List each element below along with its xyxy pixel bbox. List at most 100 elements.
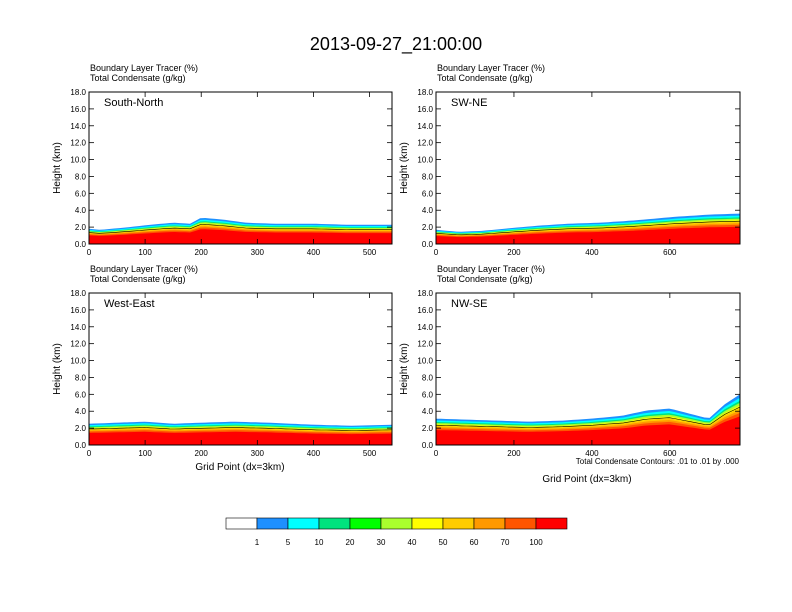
panel4-xlabel: Grid Point (dx=3km) — [542, 474, 631, 485]
y-tick-label: 18.0 — [417, 88, 433, 97]
x-tick-label: 200 — [507, 449, 521, 458]
y-tick-label: 12.0 — [417, 139, 433, 148]
y-tick-label: 16.0 — [417, 105, 433, 114]
tracer-band-8 — [436, 226, 740, 244]
x-tick-label: 200 — [507, 248, 521, 257]
x-tick-label: 300 — [251, 449, 265, 458]
colorbar-label: 100 — [529, 538, 543, 547]
panel-frame — [88, 91, 393, 245]
y-tick-label: 18.0 — [70, 289, 86, 298]
y-tick-label: 14.0 — [417, 323, 433, 332]
colorbar-label: 1 — [255, 538, 260, 547]
y-tick-label: 4.0 — [422, 206, 434, 215]
contour-note: Total Condensate Contours: .01 to .01 by… — [576, 457, 740, 466]
panel2-header-line2: Total Condensate (g/kg) — [437, 73, 533, 83]
x-tick-label: 300 — [251, 248, 265, 257]
y-tick-label: 2.0 — [422, 223, 434, 232]
x-tick-label: 100 — [138, 449, 152, 458]
y-tick-label: 0.0 — [75, 441, 87, 450]
x-tick-label: 0 — [87, 449, 92, 458]
y-tick-label: 4.0 — [422, 407, 434, 416]
condensate-contour — [89, 427, 392, 431]
panel-label: West-East — [104, 298, 155, 310]
y-tick-label: 10.0 — [417, 156, 433, 165]
y-tick-label: 0.0 — [422, 240, 434, 249]
panel-1: South-North 0.0 2.0 4.0 6.0 8.0 10.0 12.0 14.0 16… — [70, 88, 393, 257]
panel-2: SW-NE 0.0 2.0 4.0 6.0 8.0 10.0 12.0 14.0 16.0 18.0… — [417, 88, 741, 257]
panel4-header-line1: Boundary Layer Tracer (%) — [437, 264, 545, 274]
y-tick-label: 0.0 — [422, 441, 434, 450]
y-tick-label: 12.0 — [417, 340, 433, 349]
condensate-contour — [436, 220, 740, 236]
panel4-ylabel: Height (km) — [399, 343, 410, 395]
x-tick-label: 400 — [307, 248, 321, 257]
colorbar-label: 30 — [377, 538, 386, 547]
colorbar-swatch — [225, 517, 258, 530]
colorbar-swatch — [318, 517, 351, 530]
panel-frame — [435, 91, 741, 245]
y-tick-label: 2.0 — [422, 424, 434, 433]
panel1-header-line1: Boundary Layer Tracer (%) — [90, 63, 198, 73]
x-tick-label: 400 — [585, 449, 599, 458]
colorbar: 1 5 10 20 30 40 50 60 70 100 — [225, 517, 568, 547]
y-tick-label: 16.0 — [417, 306, 433, 315]
y-tick-label: 14.0 — [70, 323, 86, 332]
x-tick-label: 400 — [585, 248, 599, 257]
y-tick-label: 16.0 — [70, 306, 86, 315]
colorbar-swatch — [287, 517, 320, 530]
panel3-header-line2: Total Condensate (g/kg) — [90, 274, 186, 284]
panel-frame — [88, 292, 393, 446]
y-tick-label: 8.0 — [75, 373, 87, 382]
colorbar-label: 50 — [439, 538, 448, 547]
colorbar-swatch — [442, 517, 475, 530]
x-tick-label: 200 — [195, 449, 209, 458]
colorbar-label: 60 — [470, 538, 479, 547]
colorbar-label: 70 — [501, 538, 510, 547]
y-tick-label: 6.0 — [422, 390, 434, 399]
panel-3: West-East 0.0 2.0 4.0 6.0 8.0 10.0 12.0 14.0 16.0… — [70, 289, 393, 458]
colorbar-label: 20 — [346, 538, 355, 547]
y-tick-label: 8.0 — [422, 373, 434, 382]
x-tick-label: 0 — [434, 449, 439, 458]
x-tick-label: 500 — [363, 449, 377, 458]
panel-label: SW-NE — [451, 97, 487, 109]
colorbar-swatch — [473, 517, 506, 530]
y-tick-label: 8.0 — [75, 172, 87, 181]
y-tick-label: 0.0 — [75, 240, 87, 249]
panel3-header-line1: Boundary Layer Tracer (%) — [90, 264, 198, 274]
y-tick-label: 10.0 — [70, 156, 86, 165]
y-tick-label: 8.0 — [422, 172, 434, 181]
y-tick-label: 2.0 — [75, 424, 87, 433]
panel-frame — [435, 292, 741, 446]
y-tick-label: 6.0 — [75, 189, 87, 198]
y-tick-label: 14.0 — [70, 122, 86, 131]
panel4-header-line2: Total Condensate (g/kg) — [437, 274, 533, 284]
panel3-ylabel: Height (km) — [52, 343, 63, 395]
y-tick-label: 6.0 — [75, 390, 87, 399]
y-tick-label: 2.0 — [75, 223, 87, 232]
panel2-ylabel: Height (km) — [399, 142, 410, 194]
panel-label: South-North — [104, 97, 163, 109]
colorbar-swatch — [411, 517, 444, 530]
x-tick-label: 600 — [663, 248, 677, 257]
y-tick-label: 4.0 — [75, 206, 87, 215]
x-tick-label: 0 — [87, 248, 92, 257]
panel1-ylabel: Height (km) — [52, 142, 63, 194]
colorbar-label: 10 — [315, 538, 324, 547]
panel2-header-line1: Boundary Layer Tracer (%) — [437, 63, 545, 73]
y-tick-label: 16.0 — [70, 105, 86, 114]
colorbar-swatch — [504, 517, 537, 530]
y-tick-label: 12.0 — [70, 340, 86, 349]
tracer-band-8 — [89, 431, 392, 445]
colorbar-swatch — [380, 517, 413, 530]
x-tick-label: 400 — [307, 449, 321, 458]
condensate-contour — [89, 224, 392, 234]
colorbar-swatch — [535, 517, 568, 530]
x-tick-label: 200 — [195, 248, 209, 257]
colorbar-label: 5 — [286, 538, 291, 547]
y-tick-label: 10.0 — [417, 357, 433, 366]
y-tick-label: 6.0 — [422, 189, 434, 198]
colorbar-swatch — [256, 517, 289, 530]
x-tick-label: 600 — [663, 449, 677, 458]
